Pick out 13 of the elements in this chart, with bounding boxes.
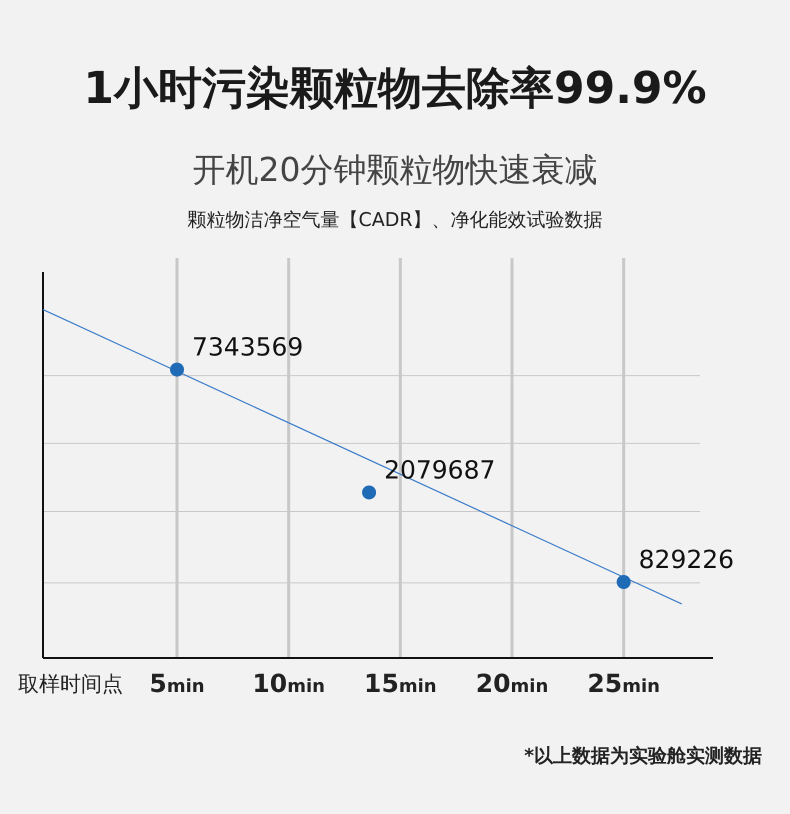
data-label: 2079687: [384, 455, 496, 484]
x-tick-label: 25min: [587, 669, 660, 698]
text: *以上数据为实验舱实测数据: [524, 745, 762, 767]
x-tick-label: 10min: [252, 669, 325, 698]
data-label: 7343569: [192, 332, 304, 362]
x-tick-label: 15min: [364, 669, 437, 698]
x-tick-label: 20min: [476, 669, 548, 698]
x-axis-title: 取样时间点: [18, 672, 123, 696]
data-label: 829226: [638, 545, 734, 574]
x-tick-label: 5min: [149, 669, 205, 698]
text: 颗粒物洁净空气量【CADR】、净化能效试验数据: [187, 209, 603, 231]
chart-subtitle: 开机20分钟颗粒物快速衰减: [192, 150, 598, 189]
chart-title: 1小时污染颗粒物去除率99.9%: [83, 63, 707, 114]
